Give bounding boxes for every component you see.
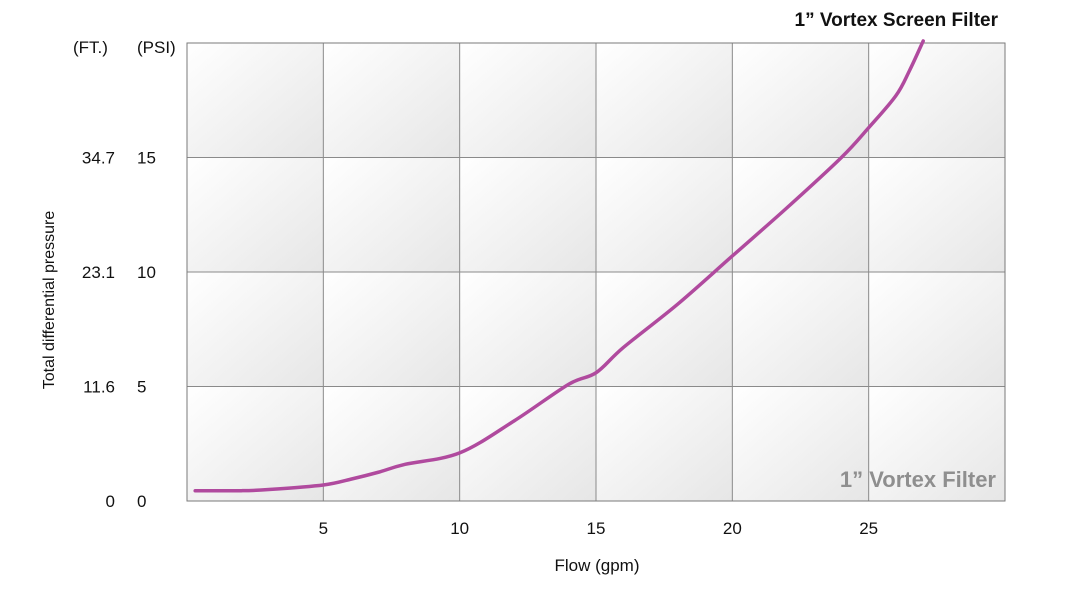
grid-cell [732,43,869,158]
y-unit-psi: (PSI) [137,38,176,57]
y-tick-label-psi: 15 [137,149,156,168]
gridlines [186,42,1006,502]
x-tick-label: 10 [450,519,469,538]
plot-frame [186,42,1006,502]
series-line [193,39,925,493]
x-tick-label: 15 [587,519,606,538]
y-tick-label-psi: 5 [137,378,146,397]
grid-cell [459,43,596,158]
plot-background [187,43,1005,501]
x-tick-label: 20 [723,519,742,538]
chart-title: 1” Vortex Screen Filter [794,10,998,31]
grid-cell [459,157,596,272]
grid-cell [732,157,869,272]
grid-cell [187,157,324,272]
grid-cell [187,272,324,387]
y-tick-label-ft: 0 [106,492,115,511]
x-tick-label: 25 [859,519,878,538]
grid-cell [459,386,596,501]
x-tick-label: 5 [319,519,328,538]
y-tick-label-ft: 23.1 [82,263,115,282]
y-axis-label: Total differential pressure [41,210,58,390]
grid-cell [596,157,733,272]
grid-cell [187,386,324,501]
y-unit-ft: (FT.) [73,38,108,57]
series [193,39,925,493]
grid-cell [187,43,324,158]
grid-cell [868,157,1005,272]
y-tick-label-ft: 11.6 [83,378,115,397]
grid-cell [323,43,460,158]
y-ticks-ft: 0 11.6 23.1 34.7 [82,149,115,512]
grid-cell [323,386,460,501]
grid-cell [323,157,460,272]
y-tick-label-psi: 10 [137,263,156,282]
grid-cell [868,272,1005,387]
grid-cell [459,272,596,387]
x-ticks: 5 10 15 20 25 [319,519,879,538]
grid-cell [732,386,869,501]
y-tick-label-psi: 0 [137,492,146,511]
grid-cell [596,272,733,387]
watermark-label: 1” Vortex Filter [839,467,996,492]
grid-cell [868,43,1005,158]
grid-cell [596,386,733,501]
y-tick-label-ft: 34.7 [82,149,115,168]
grid-cell [323,272,460,387]
grid-cell [868,386,1005,501]
grid-cell [732,272,869,387]
grid-cell [596,43,733,158]
x-axis-label: Flow (gpm) [554,556,640,575]
y-ticks-psi: 0 5 10 15 [137,149,156,512]
